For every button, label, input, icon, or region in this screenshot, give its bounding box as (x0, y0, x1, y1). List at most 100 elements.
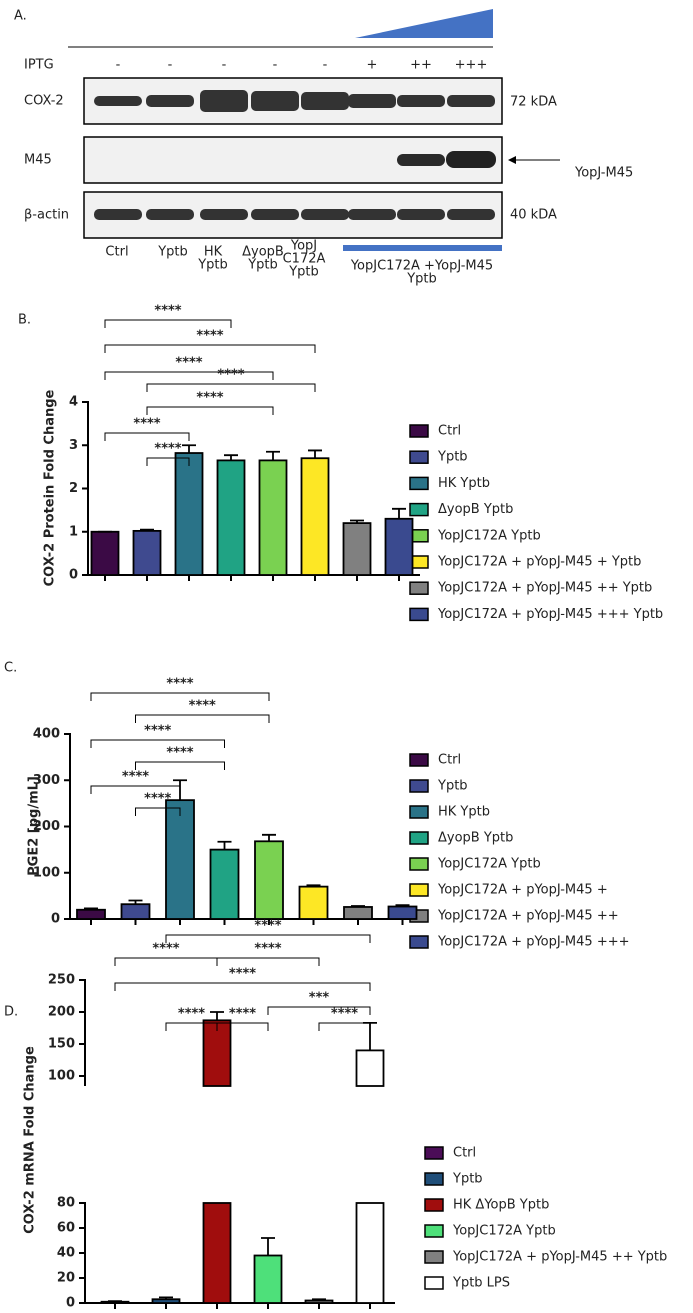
lane-label: Yptb (247, 258, 278, 273)
error-bar (217, 840, 232, 850)
legend-label: ΔyopB Yptb (438, 502, 513, 517)
y-tick-label: 60 (57, 1221, 75, 1236)
significance-bracket (135, 761, 225, 770)
legend-label: Yptb LPS (452, 1276, 510, 1291)
band (200, 90, 248, 112)
significance-label: **** (229, 967, 256, 982)
significance-bracket (90, 692, 270, 701)
significance-label: **** (254, 919, 281, 934)
legend-swatch (409, 581, 429, 595)
significance-label: **** (154, 442, 181, 457)
error-bar (182, 444, 196, 454)
bar (209, 848, 240, 920)
band (301, 92, 349, 110)
significance-label: **** (229, 1007, 256, 1022)
bar (355, 1049, 385, 1087)
significance-bracket (135, 807, 181, 816)
legend-swatch (424, 1198, 444, 1212)
error-bar (266, 450, 280, 461)
legend-label: YopJC172A + pYopJ-M45 ++ Yptb (452, 1250, 667, 1265)
significance-label: **** (154, 304, 181, 319)
significance-bracket (90, 785, 181, 794)
y-tick-label: 300 (33, 773, 60, 788)
significance-bracket (114, 957, 218, 966)
legend-swatch (424, 1250, 444, 1264)
band (397, 154, 445, 166)
iptg-sign: - (222, 58, 227, 73)
band (200, 209, 248, 220)
error-bar (351, 905, 365, 907)
bar (216, 459, 246, 576)
lane-label: Yptb (288, 265, 319, 280)
band (251, 91, 299, 111)
significance-bracket (104, 344, 316, 353)
y-tick-label: 0 (51, 912, 60, 927)
bar (384, 517, 414, 576)
significance-label: *** (309, 991, 330, 1006)
significance-bracket (104, 371, 274, 380)
significance-bracket (318, 1022, 371, 1031)
legend-label: Yptb (437, 450, 468, 465)
y-tick-label: 200 (33, 819, 60, 834)
iptg-sign: - (116, 58, 121, 73)
legend-swatch (409, 476, 429, 491)
band (447, 95, 495, 107)
significance-label: **** (196, 391, 223, 406)
legend-label: HK Yptb (438, 805, 490, 820)
legend-label: YopJC172A + pYopJ-M45 ++ Yptb (437, 581, 652, 596)
bar (258, 459, 288, 576)
legend-swatch (409, 753, 429, 767)
error-bar (210, 1011, 224, 1021)
y-tick-label: 100 (48, 1069, 75, 1084)
iptg-sign: - (323, 58, 328, 73)
bar (253, 1254, 283, 1304)
panel-label: D. (4, 1005, 18, 1020)
legend-label: YopJC172A + pYopJ-M45 +++ (437, 935, 630, 950)
error-bar (108, 1300, 122, 1303)
y-tick-label: 40 (57, 1246, 75, 1261)
legend-swatch (409, 935, 429, 949)
lane-label: Yptb (197, 258, 228, 273)
y-tick-label: 4 (69, 395, 78, 410)
legend-label: YopJC172A Yptb (452, 1224, 556, 1239)
significance-bracket (216, 957, 320, 966)
y-tick-label: 250 (48, 973, 75, 988)
significance-label: **** (178, 1007, 205, 1022)
band (146, 95, 194, 107)
significance-label: **** (144, 792, 171, 807)
bar (120, 903, 151, 920)
y-tick-label: 1 (69, 524, 78, 539)
band (94, 96, 142, 106)
bar-lower (202, 1202, 232, 1304)
y-tick-label: 3 (69, 438, 78, 453)
size-label: 40 kDA (510, 208, 557, 223)
legend-label: YopJC172A + pYopJ-M45 + (437, 883, 608, 898)
legend-label: YopJC172A + pYopJ-M45 +++ Yptb (437, 607, 663, 622)
y-tick-label: 0 (69, 568, 78, 583)
error-bar (224, 454, 238, 461)
error-bar (306, 884, 321, 887)
row-label: M45 (24, 153, 52, 168)
legend-swatch (409, 831, 429, 845)
iptg-sign: ++ (410, 58, 432, 73)
significance-label: **** (331, 1007, 358, 1022)
band (397, 209, 445, 220)
band (397, 95, 445, 107)
significance-label: **** (133, 417, 160, 432)
legend-label: HK ΔYopB Yptb (453, 1198, 549, 1213)
band (447, 209, 495, 220)
significance-bracket (135, 714, 270, 723)
y-axis-label: COX-2 mRNA Fold Change (23, 1046, 38, 1234)
error-bar (140, 528, 154, 531)
bar (343, 906, 373, 920)
legend-swatch (409, 805, 429, 819)
error-bar (261, 1237, 275, 1256)
error-bar (312, 1298, 326, 1301)
legend-swatch (409, 502, 429, 517)
y-tick-label: 20 (57, 1271, 75, 1286)
bar (174, 452, 204, 576)
legend-label: Yptb (452, 1172, 483, 1187)
band (446, 151, 496, 168)
iptg-gradient (355, 9, 493, 38)
